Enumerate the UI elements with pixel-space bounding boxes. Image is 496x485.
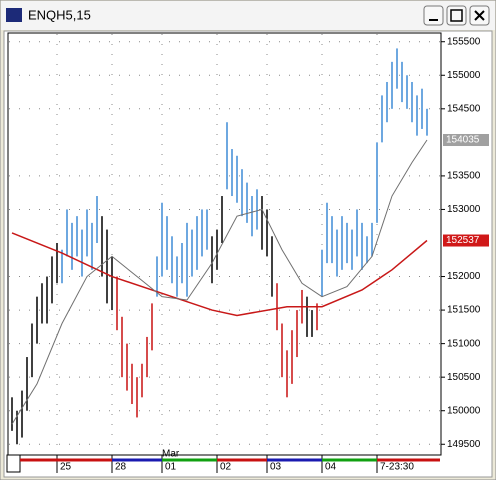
y-tick-label: 149500 [447,439,481,450]
maximize-icon [450,9,463,22]
moving-average-line [11,232,428,317]
y-tick-label: 155000 [447,70,481,81]
y-tick-label: 153000 [447,204,481,215]
y-tick-label: 154500 [447,103,481,114]
y-tick-label: 151000 [447,338,481,349]
plot-area [7,32,442,456]
y-tick-label: 155500 [447,36,481,47]
x-tick-label: 02 [220,462,232,473]
x-tick-label: 7-23:30 [380,462,414,473]
maximize-button[interactable] [446,5,467,26]
title-bar [1,1,495,30]
scroll-box[interactable] [6,454,21,473]
month-label: Mar [162,449,180,460]
window-title: ENQH5,15 [28,7,91,22]
price-marker-label: 152537 [446,235,480,246]
price-marker-label: 154035 [446,135,480,146]
y-tick-label: 150500 [447,372,481,383]
y-tick-label: 150000 [447,405,481,416]
moving-average-line [11,139,428,425]
close-icon [474,10,485,21]
y-tick-label: 153500 [447,171,481,182]
y-tick-label: 152000 [447,271,481,282]
x-tick-label: 01 [165,462,177,473]
x-tick-label: 04 [325,462,337,473]
x-tick-label: 28 [115,462,127,473]
y-tick-label: 151500 [447,305,481,316]
price-marker [443,234,489,247]
price-marker [443,134,489,147]
minimize-button[interactable] [423,5,444,26]
x-tick-label: 03 [270,462,282,473]
x-tick-label: 25 [60,462,72,473]
app-icon [6,8,22,22]
